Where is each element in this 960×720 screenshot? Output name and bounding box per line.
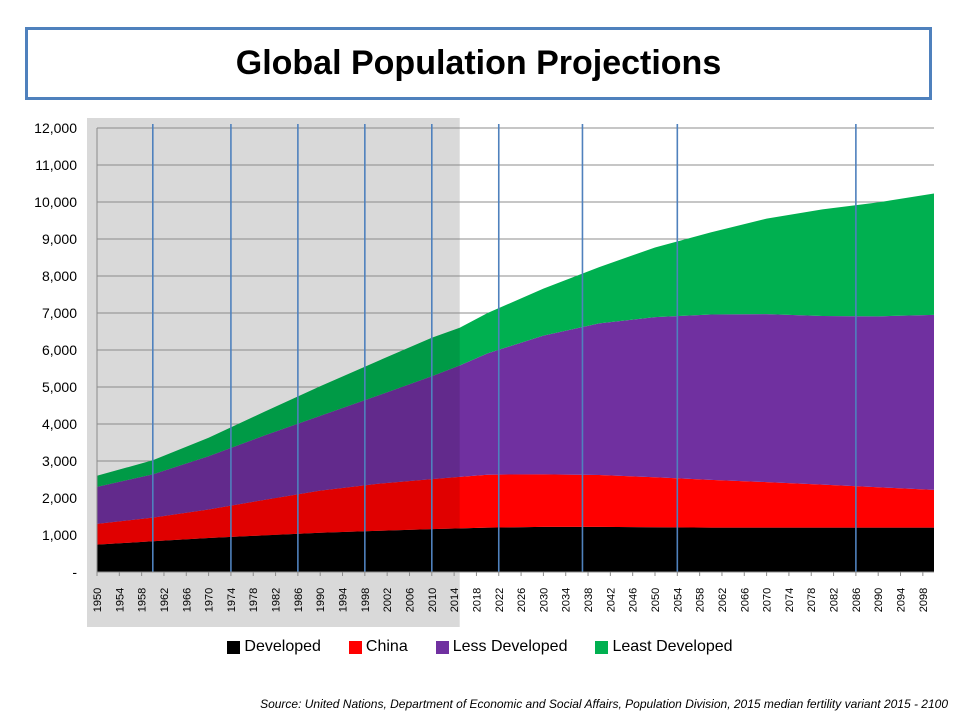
legend-label: Developed — [244, 638, 321, 655]
area-developed — [97, 526, 934, 572]
y-tick-label: 8,000 — [42, 268, 77, 284]
x-tick-label: 1994 — [338, 588, 350, 612]
x-tick-label: 2058 — [695, 588, 707, 612]
x-tick-label: 2050 — [650, 588, 662, 612]
legend-label: China — [365, 638, 408, 655]
legend-swatch — [348, 640, 362, 654]
y-tick-label: 6,000 — [42, 342, 77, 358]
area-china — [97, 474, 934, 545]
y-tick-label: 5,000 — [42, 379, 77, 395]
x-tick-label: 2070 — [762, 588, 774, 612]
historic-overlay — [97, 327, 460, 572]
y-tick-label: 7,000 — [42, 305, 77, 321]
x-tick-label: 1970 — [204, 588, 216, 612]
y-tick-label: 11,000 — [35, 157, 77, 173]
historic-overlay-band — [97, 476, 460, 545]
legend-label: Least Developed — [612, 638, 733, 655]
source-note: Source: United Nations, Department of Ec… — [260, 697, 948, 711]
legend-swatch — [227, 640, 241, 654]
x-tick-label: 2098 — [918, 588, 930, 612]
x-tick-label: 2030 — [538, 588, 550, 612]
legend-item-developed: Developed — [227, 638, 321, 656]
chart-title: Global Population Projections — [235, 44, 722, 82]
historic-overlay-band — [97, 528, 460, 572]
legend-swatch — [595, 640, 609, 654]
x-tick-label: 2038 — [583, 588, 595, 612]
x-tick-label: 1978 — [248, 588, 260, 612]
x-tick-label: 2046 — [628, 588, 640, 612]
area-less-developed — [97, 314, 934, 524]
y-tick-label: 1,000 — [42, 527, 77, 543]
y-tick-label: 3,000 — [42, 453, 77, 469]
x-tick-label: 1974 — [226, 588, 238, 612]
x-tick-label: 1998 — [360, 588, 372, 612]
y-tick-label: 9,000 — [42, 231, 77, 247]
x-tick-label: 1962 — [159, 588, 171, 612]
x-tick-label: 2010 — [427, 588, 439, 612]
chart-title-box: Global Population Projections — [25, 27, 932, 100]
chart-legend: Developed China Less Developed Least Develo… — [0, 636, 960, 658]
x-tick-label: 2054 — [672, 588, 684, 612]
x-tick-label: 1966 — [181, 588, 193, 612]
x-tick-label: 2002 — [382, 588, 394, 612]
legend-swatch — [435, 640, 449, 654]
x-tick-label: 2034 — [561, 588, 573, 612]
x-tick-label: 2062 — [717, 588, 729, 612]
x-tick-label: 1958 — [137, 588, 149, 612]
x-tick-label: 2042 — [605, 588, 617, 612]
legend-label: Less Developed — [452, 638, 568, 655]
x-tick-label: 1950 — [92, 588, 104, 612]
x-tick-label: 2006 — [404, 588, 416, 612]
legend-item-china: China — [348, 638, 408, 656]
x-tick-label: 1986 — [293, 588, 305, 612]
x-tick-label: 2026 — [516, 588, 528, 612]
x-tick-label: 1990 — [315, 588, 327, 612]
x-tick-label: 2086 — [851, 588, 863, 612]
historic-overlay-band — [97, 327, 460, 487]
x-tick-label: 2014 — [449, 588, 461, 612]
x-tick-label: 1982 — [271, 588, 283, 612]
x-tick-label: 2074 — [784, 588, 796, 612]
legend-item-less-developed: Less Developed — [435, 638, 568, 656]
x-tick-label: 2094 — [896, 588, 908, 612]
x-tick-label: 2082 — [829, 588, 841, 612]
x-tick-label: 1954 — [114, 588, 126, 612]
y-tick-label: 4,000 — [42, 416, 77, 432]
x-tick-label: 2066 — [739, 588, 751, 612]
x-tick-label: 2090 — [873, 588, 885, 612]
y-tick-label: 12,000 — [34, 120, 77, 136]
x-tick-label: 2022 — [494, 588, 506, 612]
x-tick-label: 2078 — [806, 588, 818, 612]
legend-item-least-developed: Least Developed — [595, 638, 733, 656]
y-tick-label: 2,000 — [42, 490, 77, 506]
y-tick-label: - — [72, 564, 77, 580]
x-tick-label: 2018 — [471, 588, 483, 612]
area-least-developed — [97, 193, 934, 487]
y-tick-label: 10,000 — [34, 194, 77, 210]
historic-overlay-band — [97, 365, 460, 524]
